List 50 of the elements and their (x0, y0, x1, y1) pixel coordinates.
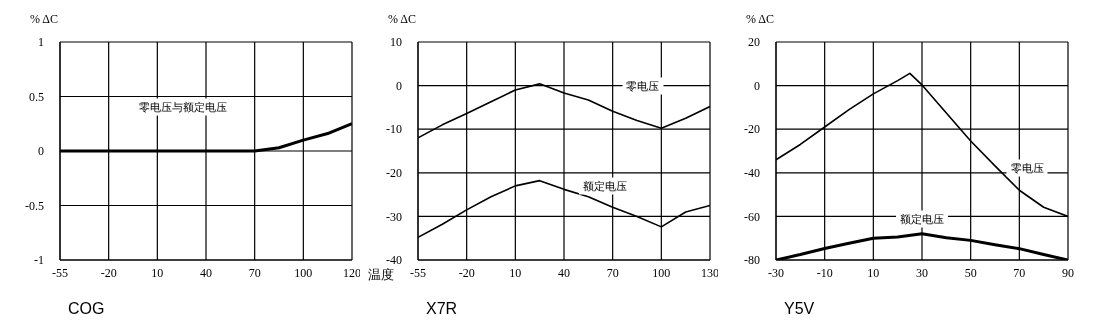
y-tick-label: -60 (744, 209, 760, 224)
x-tick-label: 50 (964, 265, 977, 280)
x-tick-label: -30 (768, 265, 784, 280)
y-tick-label: -30 (386, 209, 402, 224)
series-label: 额定电压 (896, 210, 948, 228)
x-tick-label: 120 (343, 265, 361, 280)
x-tick-label: 10 (151, 265, 164, 280)
x-tick-label: 10 (867, 265, 880, 280)
y-tick-label: 0 (396, 78, 402, 93)
y-tick-label: -40 (744, 166, 760, 181)
y-tick-label: -20 (386, 166, 402, 181)
y-tick-label: -80 (744, 253, 760, 268)
x-tick-label: 40 (200, 265, 212, 280)
text: 零电压与额定电压 (134, 98, 231, 116)
y-axis-title: % ΔC (746, 12, 775, 27)
x-tick-label: -20 (458, 265, 475, 280)
y-tick-label: -0.5 (25, 198, 44, 213)
series-label: 额定电压 (578, 177, 631, 195)
y-tick-label: -20 (744, 122, 760, 137)
y-axis-title: % ΔC (388, 12, 417, 27)
text: 零电压 (622, 77, 664, 95)
text: X7R (426, 300, 458, 318)
text: Y5V (784, 300, 815, 318)
y-tick-label: 20 (748, 35, 760, 50)
series-label: 零电压 (1006, 159, 1048, 177)
y-tick-label: -1 (34, 253, 44, 268)
y-tick-label: -10 (386, 122, 402, 137)
x-tick-label: 30 (916, 265, 928, 280)
x-tick-label: 70 (248, 265, 261, 280)
x-tick-label: 70 (606, 265, 619, 280)
x-tick-label: 70 (1013, 265, 1026, 280)
y-tick-label: -40 (386, 253, 402, 268)
y-tick-label: 10 (390, 35, 402, 50)
x-tick-label: 40 (558, 265, 570, 280)
x-tick-label: 130 (701, 265, 719, 280)
x-tick-label: 90 (1062, 265, 1074, 280)
x-axis-title: 温度 (368, 266, 394, 284)
text: COG (68, 300, 105, 318)
y-tick-label: 1 (38, 35, 44, 50)
y-tick-label: 0 (38, 144, 44, 159)
x-tick-label: 100 (652, 265, 671, 280)
x-tick-label: 100 (294, 265, 313, 280)
x-tick-label: -20 (100, 265, 117, 280)
x-tick-label: -55 (52, 265, 68, 280)
x-tick-label: 10 (509, 265, 522, 280)
x-tick-label: -10 (816, 265, 833, 280)
y-tick-label: 0 (754, 78, 760, 93)
x-tick-label: -55 (410, 265, 426, 280)
y-tick-label: 0.5 (29, 89, 44, 104)
y-axis-title: % ΔC (30, 12, 59, 27)
